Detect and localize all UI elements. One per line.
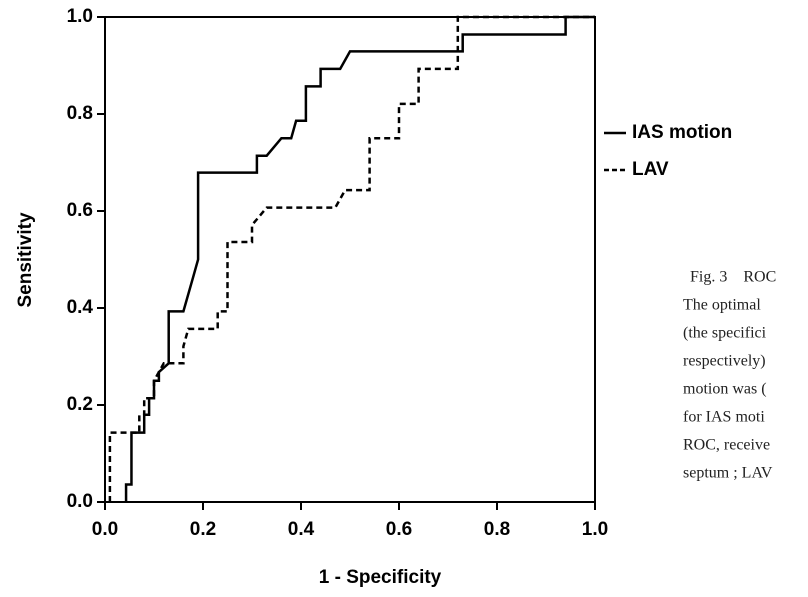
caption-line: The optimal <box>683 297 761 314</box>
roc-line <box>108 15 595 502</box>
y-tick-label: 0.8 <box>67 103 93 124</box>
caption-line: (the specifici <box>683 325 767 342</box>
caption-line: respectively) <box>683 353 766 370</box>
x-tick-label: 0.8 <box>484 519 510 540</box>
y-tick-label: 0.2 <box>67 394 93 415</box>
x-tick-label: 0.2 <box>190 519 216 540</box>
x-tick-label: 0.4 <box>288 519 315 540</box>
x-tick-label: 1.0 <box>582 519 608 540</box>
legend-label: LAV <box>632 159 669 180</box>
y-axis-label: Sensitivity <box>15 212 36 307</box>
x-axis-label: 1 - Specificity <box>319 567 442 588</box>
caption-line: motion was ( <box>683 381 767 398</box>
y-tick-label: 1.0 <box>67 6 93 27</box>
roc-line <box>124 15 595 502</box>
x-tick-label: 0.6 <box>386 519 412 540</box>
caption-line: Fig. 3 ROC <box>690 269 776 286</box>
y-tick-label: 0.0 <box>67 491 93 512</box>
caption-line: for IAS moti <box>683 409 765 426</box>
y-tick-label: 0.6 <box>67 200 93 221</box>
legend-label: IAS motion <box>632 122 732 143</box>
plot-frame <box>104 16 596 503</box>
x-tick-label: 0.0 <box>92 519 118 540</box>
y-tick-label: 0.4 <box>67 297 94 318</box>
caption-line: ROC, receive <box>683 437 770 454</box>
caption-line: septum ; LAV <box>683 465 773 482</box>
